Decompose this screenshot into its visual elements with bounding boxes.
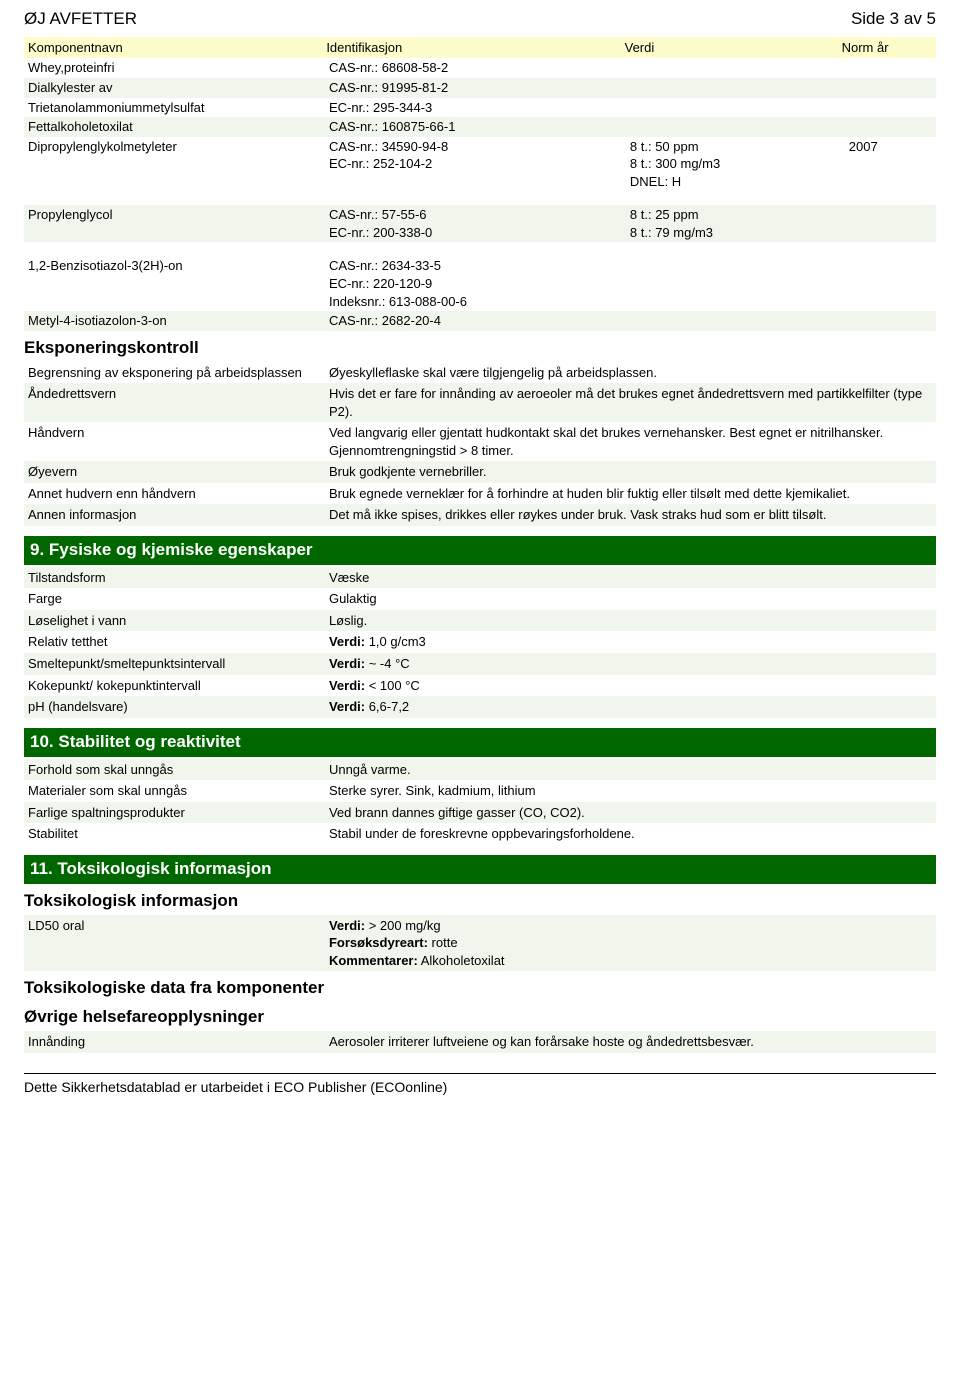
tox-components-heading: Toksikologiske data fra komponenter xyxy=(24,977,936,1000)
kv-val: Sterke syrer. Sink, kadmium, lithium xyxy=(325,780,936,802)
kv-key: Kokepunkt/ kokepunktintervall xyxy=(24,675,325,697)
kv-val: Ved langvarig eller gjentatt hudkontakt … xyxy=(325,422,936,461)
kv-key: Innånding xyxy=(24,1031,325,1053)
comp-name: Whey,proteinfri xyxy=(24,58,325,78)
kv-key: Åndedrettsvern xyxy=(24,383,325,422)
other-health-heading: Øvrige helsefareopplysninger xyxy=(24,1006,936,1029)
comp-id: CAS-nr.: 91995-81-2 xyxy=(325,78,626,98)
tox-info-heading: Toksikologisk informasjon xyxy=(24,890,936,913)
stability-table: Forhold som skal unngåsUnngå varme. Mate… xyxy=(24,759,936,845)
exposure-control-heading: Eksponeringskontroll xyxy=(24,337,936,360)
kv-val: Gulaktig xyxy=(325,588,936,610)
kv-key: Forhold som skal unngås xyxy=(24,759,325,781)
comp-id: CAS-nr.: 57-55-6 EC-nr.: 200-338-0 xyxy=(325,205,626,242)
kv-key: Annen informasjon xyxy=(24,504,325,526)
component-table: Whey,proteinfriCAS-nr.: 68608-58-2 Dialk… xyxy=(24,58,936,330)
kv-key: Tilstandsform xyxy=(24,567,325,589)
kv-key: Løselighet i vann xyxy=(24,610,325,632)
kv-val: Aerosoler irriterer luftveiene og kan fo… xyxy=(325,1031,936,1053)
kv-val: Løslig. xyxy=(325,610,936,632)
kv-key: Farlige spaltningsprodukter xyxy=(24,802,325,824)
kv-key: Annet hudvern enn håndvern xyxy=(24,483,325,505)
page-header: ØJ AVFETTER Side 3 av 5 xyxy=(24,8,936,31)
comp-id: EC-nr.: 295-344-3 xyxy=(325,98,626,118)
footer-text: Dette Sikkerhetsdatablad er utarbeidet i… xyxy=(24,1073,936,1097)
col-komponentnavn: Komponentnavn xyxy=(28,39,326,57)
section-9-heading: 9. Fysiske og kjemiske egenskaper xyxy=(24,536,936,565)
kv-val: Stabil under de foreskrevne oppbevarings… xyxy=(325,823,936,845)
kv-val: Bruk godkjente vernebriller. xyxy=(325,461,936,483)
tox-info-table: LD50 oral Verdi: > 200 mg/kg Forsøksdyre… xyxy=(24,915,936,972)
col-normar: Norm år xyxy=(842,39,932,57)
comp-name: Fettalkoholetoxilat xyxy=(24,117,325,137)
comp-value: 8 t.: 50 ppm 8 t.: 300 mg/m3 DNEL: H xyxy=(626,137,845,192)
kv-val: Verdi: 1,0 g/cm3 xyxy=(325,631,936,653)
kv-val: Unngå varme. xyxy=(325,759,936,781)
col-verdi: Verdi xyxy=(625,39,842,57)
comp-name: Propylenglycol xyxy=(24,205,325,242)
kv-key: Materialer som skal unngås xyxy=(24,780,325,802)
kv-key: pH (handelsvare) xyxy=(24,696,325,718)
comp-name: Dialkylester av xyxy=(24,78,325,98)
kv-val: Verdi: 6,6-7,2 xyxy=(325,696,936,718)
kv-key: Smeltepunkt/smeltepunktsintervall xyxy=(24,653,325,675)
physical-properties-table: TilstandsformVæske FargeGulaktig Løselig… xyxy=(24,567,936,718)
kv-val: Verdi: < 100 °C xyxy=(325,675,936,697)
comp-id: CAS-nr.: 34590-94-8 EC-nr.: 252-104-2 xyxy=(325,137,626,192)
kv-key: Farge xyxy=(24,588,325,610)
kv-val: Verdi: > 200 mg/kg Forsøksdyreart: rotte… xyxy=(325,915,936,972)
kv-key: Relativ tetthet xyxy=(24,631,325,653)
kv-key: Stabilitet xyxy=(24,823,325,845)
kv-val: Verdi: ~ -4 °C xyxy=(325,653,936,675)
kv-key: Begrensning av eksponering på arbeidspla… xyxy=(24,362,325,384)
kv-val: Væske xyxy=(325,567,936,589)
kv-val: Bruk egnede verneklær for å forhindre at… xyxy=(325,483,936,505)
doc-title: ØJ AVFETTER xyxy=(24,8,137,31)
kv-val: Det må ikke spises, drikkes eller røykes… xyxy=(325,504,936,526)
exposure-table: Begrensning av eksponering på arbeidspla… xyxy=(24,362,936,526)
comp-name: 1,2-Benzisotiazol-3(2H)-on xyxy=(24,256,325,311)
kv-key: Håndvern xyxy=(24,422,325,461)
comp-value: 8 t.: 25 ppm 8 t.: 79 mg/m3 xyxy=(626,205,845,242)
comp-id: CAS-nr.: 160875-66-1 xyxy=(325,117,626,137)
comp-name: Dipropylenglykolmetyleter xyxy=(24,137,325,192)
kv-key: Øyevern xyxy=(24,461,325,483)
component-header-row: Komponentnavn Identifikasjon Verdi Norm … xyxy=(24,37,936,59)
kv-val: Ved brann dannes giftige gasser (CO, CO2… xyxy=(325,802,936,824)
section-11-heading: 11. Toksikologisk informasjon xyxy=(24,855,936,884)
comp-name: Metyl-4-isotiazolon-3-on xyxy=(24,311,325,331)
comp-year: 2007 xyxy=(845,137,936,192)
section-10-heading: 10. Stabilitet og reaktivitet xyxy=(24,728,936,757)
comp-name: Trietanolammoniummetylsulfat xyxy=(24,98,325,118)
comp-id: CAS-nr.: 68608-58-2 xyxy=(325,58,626,78)
kv-val: Øyeskylleflaske skal være tilgjengelig p… xyxy=(325,362,936,384)
kv-key: LD50 oral xyxy=(24,915,325,972)
col-identifikasjon: Identifikasjon xyxy=(326,39,624,57)
other-health-table: InnåndingAerosoler irriterer luftveiene … xyxy=(24,1031,936,1053)
comp-id: CAS-nr.: 2682-20-4 xyxy=(325,311,626,331)
comp-id: CAS-nr.: 2634-33-5 EC-nr.: 220-120-9 Ind… xyxy=(325,256,626,311)
kv-val: Hvis det er fare for innånding av aeroeo… xyxy=(325,383,936,422)
page-number: Side 3 av 5 xyxy=(851,8,936,31)
